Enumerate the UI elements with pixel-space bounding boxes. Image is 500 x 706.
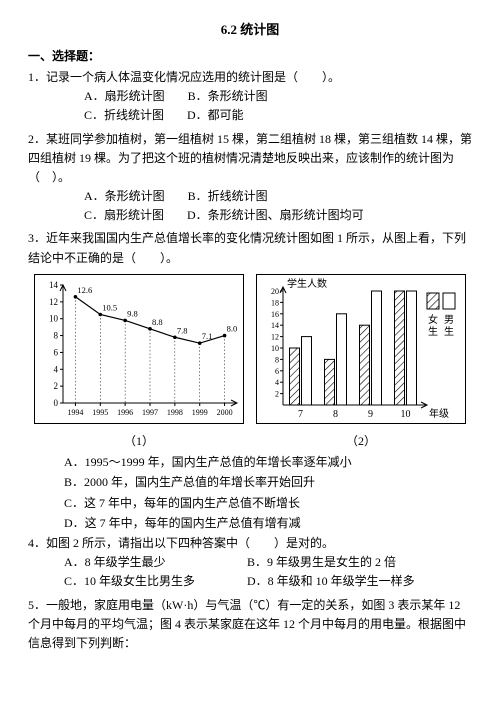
q2-opt-c: C．扇形统计图 <box>84 206 164 225</box>
svg-text:1997: 1997 <box>142 408 158 417</box>
svg-text:1994: 1994 <box>67 408 83 417</box>
q2-options: A．条形统计图 B．折线统计图 <box>28 187 472 206</box>
q1-opt-c: C．折线统计图 <box>84 106 164 125</box>
svg-text:16: 16 <box>271 310 279 319</box>
svg-text:1996: 1996 <box>117 408 133 417</box>
q3-options: A．1995～1999 年，国内生产总值的年增长率逐年减小 B．2000 年，国… <box>28 453 472 533</box>
svg-text:14: 14 <box>271 321 279 330</box>
svg-text:7: 7 <box>298 409 303 420</box>
svg-text:12: 12 <box>271 332 279 341</box>
chart-2-wrapper: 2 4 6 8 10 12 14 16 18 20 学生人数 7 8 9 10 年级 女生男生 （2） <box>256 274 466 451</box>
q2-opt-a: A．条形统计图 <box>84 187 165 206</box>
q4-opt-c: C．10 年级女生比男生多 <box>64 572 244 591</box>
chart1-caption: （1） <box>34 432 244 451</box>
q1-options: A．扇形统计图 B．条形统计图 <box>28 87 472 106</box>
q2-text-span: 2．某班同学参加植树，第一组植树 15 棵，第二组植树 18 棵，第三组植数 1… <box>28 132 472 184</box>
question-1: 1．记录一个病人体温变化情况应选用的统计图是（ ）。 A．扇形统计图 B．条形统… <box>28 68 472 126</box>
svg-text:8: 8 <box>54 330 59 340</box>
svg-text:14: 14 <box>49 280 59 290</box>
svg-text:10: 10 <box>271 344 279 353</box>
svg-text:学生人数: 学生人数 <box>287 277 327 290</box>
svg-text:年级: 年级 <box>429 407 449 420</box>
question-5: 5．一般地，家庭用电量（kW·h）与气温（℃）有一定的关系，如图 3 表示某年 … <box>28 596 472 654</box>
q5-text: 5．一般地，家庭用电量（kW·h）与气温（℃）有一定的关系，如图 3 表示某年 … <box>28 596 472 654</box>
q1-options-2: C．折线统计图 D．都可能 <box>28 106 472 125</box>
q2-opt-b: B．折线统计图 <box>188 187 268 206</box>
section-header: 一、选择题： <box>28 47 472 66</box>
q1-opt-d: D．都可能 <box>187 106 244 125</box>
question-4: 4．如图 2 所示，请指出以下四种答案中（ ）是对的。 A．8 年级学生最少 B… <box>28 534 472 592</box>
q4-opt-d: D．8 年级和 10 年级学生一样多 <box>247 572 415 591</box>
q3-text: 3．近年来我国国内生产总值增长率的变化情况统计图如图 1 所示，从图上看，下列结… <box>28 229 472 267</box>
svg-text:6: 6 <box>275 367 279 376</box>
q3-opt-a: A．1995～1999 年，国内生产总值的年增长率逐年减小 <box>64 453 472 472</box>
q1-opt-a: A．扇形统计图 <box>84 87 165 106</box>
q3-opt-b: B．2000 年，国内生产总值的年增长率开始回升 <box>64 473 472 492</box>
q1-opt-b: B．条形统计图 <box>188 87 268 106</box>
svg-text:生: 生 <box>444 325 454 338</box>
svg-text:4: 4 <box>275 378 279 387</box>
svg-text:7.1: 7.1 <box>202 331 213 341</box>
charts-row: 0 2 4 6 8 10 12 14 1994 1995 1996 1997 1998 1999 2000 1… <box>28 274 472 451</box>
svg-text:10: 10 <box>401 409 411 420</box>
q4-opt-a: A．8 年级学生最少 <box>64 553 244 572</box>
svg-text:4: 4 <box>54 364 59 374</box>
chart2-caption: （2） <box>256 432 466 451</box>
question-2: 2．某班同学参加植树，第一组植树 15 棵，第二组植树 18 棵，第三组植数 1… <box>28 130 472 226</box>
svg-text:20: 20 <box>271 287 279 296</box>
svg-text:女: 女 <box>428 313 438 326</box>
svg-text:1998: 1998 <box>167 408 183 417</box>
svg-text:生: 生 <box>428 325 438 338</box>
svg-text:12.6: 12.6 <box>77 285 92 295</box>
q4-options-2: C．10 年级女生比男生多 D．8 年级和 10 年级学生一样多 <box>28 572 472 591</box>
svg-text:8.8: 8.8 <box>152 317 163 327</box>
svg-text:2000: 2000 <box>217 408 233 417</box>
svg-text:8: 8 <box>275 355 279 364</box>
svg-text:9: 9 <box>368 409 373 420</box>
svg-text:2: 2 <box>54 381 59 391</box>
q3-opt-d: D．这 7 年中，每年的国内生产总值有增有减 <box>64 514 472 533</box>
svg-text:1999: 1999 <box>192 408 208 417</box>
q4-text: 4．如图 2 所示，请指出以下四种答案中（ ）是对的。 <box>28 534 472 553</box>
svg-text:10.5: 10.5 <box>102 302 117 312</box>
chart-1-wrapper: 0 2 4 6 8 10 12 14 1994 1995 1996 1997 1998 1999 2000 1… <box>34 274 244 451</box>
svg-text:12: 12 <box>49 297 58 307</box>
svg-text:7.8: 7.8 <box>177 325 188 335</box>
q1-text: 1．记录一个病人体温变化情况应选用的统计图是（ ）。 <box>28 68 472 87</box>
svg-text:9.8: 9.8 <box>127 308 138 318</box>
svg-text:男: 男 <box>444 314 454 326</box>
svg-text:8: 8 <box>333 409 338 420</box>
svg-text:2: 2 <box>275 389 279 398</box>
page-title: 6.2 统计图 <box>28 20 472 41</box>
q2-options-2: C．扇形统计图 D．条形统计图、扇形统计图均可 <box>28 206 472 225</box>
svg-text:0: 0 <box>54 398 59 408</box>
svg-text:1995: 1995 <box>92 408 108 417</box>
q2-text: 2．某班同学参加植树，第一组植树 15 棵，第二组植树 18 棵，第三组植数 1… <box>28 130 472 188</box>
line-chart: 0 2 4 6 8 10 12 14 1994 1995 1996 1997 1998 1999 2000 1… <box>34 274 244 424</box>
svg-text:8.0: 8.0 <box>227 323 238 333</box>
q3-opt-c: C．这 7 年中，每年的国内生产总值不断增长 <box>64 494 472 513</box>
svg-text:18: 18 <box>271 298 279 307</box>
q2-opt-d: D．条形统计图、扇形统计图均可 <box>187 206 364 225</box>
svg-text:10: 10 <box>49 314 59 324</box>
question-3: 3．近年来我国国内生产总值增长率的变化情况统计图如图 1 所示，从图上看，下列结… <box>28 229 472 267</box>
bar-chart: 2 4 6 8 10 12 14 16 18 20 学生人数 7 8 9 10 年级 女生男生 <box>256 274 466 424</box>
q4-options-1: A．8 年级学生最少 B．9 年级男生是女生的 2 倍 <box>28 553 472 572</box>
svg-text:6: 6 <box>54 347 59 357</box>
q4-opt-b: B．9 年级男生是女生的 2 倍 <box>247 553 396 572</box>
